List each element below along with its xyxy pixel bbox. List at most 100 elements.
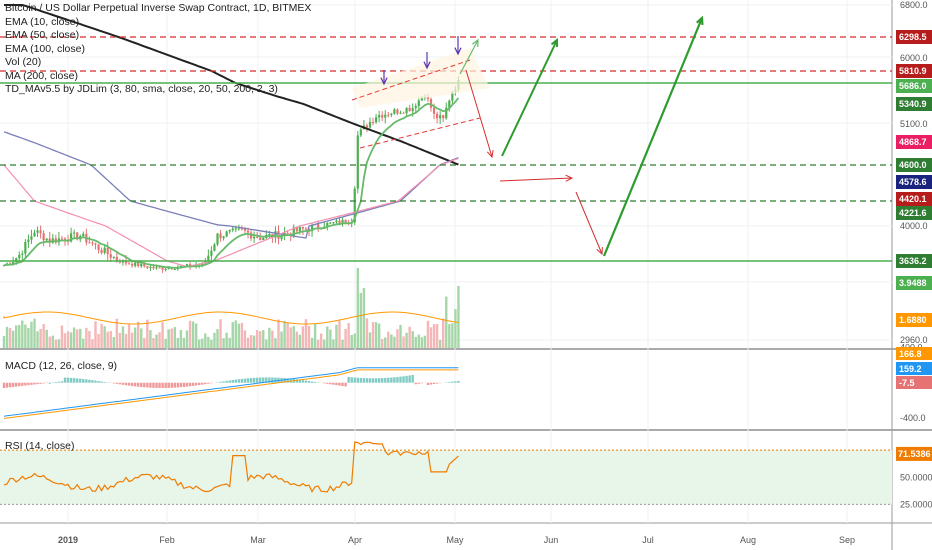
macd-hist-bar [307,380,311,383]
volume-bar [149,330,152,348]
volume-bar [295,331,298,348]
volume-bar [283,320,286,348]
candle-body [310,225,314,232]
rsi-tag [896,446,932,461]
candle-body [408,107,411,112]
volume-bar [188,320,192,348]
macd-hist-bar [66,377,70,383]
macd-hist-bar [368,378,372,383]
candle-body [420,97,423,101]
candle-body [359,129,362,136]
legend-td[interactable]: TD_MAv5.5 by JDLim (3, 80, sma, close, 2… [5,83,278,95]
volume-bar [103,326,106,348]
arrow-red-down-2-head [596,246,603,256]
macd-hist-bar [384,377,387,383]
volume-bar [146,319,149,348]
macd-hist-bar [130,382,134,387]
candle-body [396,109,399,114]
volume-bar [164,338,167,348]
volume-bar [76,329,79,348]
macd-hist-bar [194,382,198,386]
macd-hist-bar [411,374,414,383]
candle-body [127,263,131,265]
legend-ma200[interactable]: MA (200, close) [5,69,78,82]
legend-ema50[interactable]: EMA (50, close) [5,29,80,41]
legend-vol[interactable]: Vol (20) [5,56,42,68]
volume-bar [326,326,329,348]
volume-bar [399,324,402,348]
macd-signal-line [3,369,459,419]
rsi-title[interactable]: RSI (14, close) [5,440,75,452]
candle-body [246,230,250,233]
candle-body [341,219,344,224]
macd-tag [896,362,932,375]
volume-bar [274,338,277,348]
volume-bar [112,337,115,348]
macd-hist-bar [21,382,24,386]
volume-bar [170,328,173,348]
price-tag-label: 5810.9 [899,66,927,76]
candle-body [222,236,225,239]
volume-bar [316,339,320,348]
volume-bar [405,332,408,348]
candle-body [439,115,442,119]
macd-hist-bar [182,382,186,387]
volume-bar [243,330,247,348]
macd-hist-bar [60,381,64,383]
macd-hist-bar [286,378,289,383]
price-tag-label: 3.9488 [899,278,927,288]
macd-hist-bar [121,382,125,385]
macd-hist-bar [390,377,393,383]
volume-bar [69,332,73,348]
volume-bar [222,338,225,348]
legend-ema10[interactable]: EMA (10, close) [5,15,80,28]
volume-bar [228,337,231,348]
volume-bar [234,320,237,348]
volume-bar [133,327,137,348]
volume-bar [21,320,24,348]
volume-bar [191,321,195,348]
macd-hist-bar [112,382,115,384]
ema100-line [3,131,459,239]
candle-body [256,236,259,238]
candle-body [73,232,76,234]
candle-body [442,115,445,119]
volume-bar [323,339,326,348]
time-tick-label: Mar [250,535,266,545]
candle-body [91,242,94,244]
volume-bar [143,338,146,348]
volume-bar [289,327,292,348]
macd-hist-bar [137,382,140,387]
ema50-line [3,157,459,268]
macd-title[interactable]: MACD (12, 26, close, 9) [5,360,118,372]
legend-ema100[interactable]: EMA (100, close) [5,42,85,55]
price-tag [896,254,932,268]
volume-bar [88,331,91,348]
channel-upper [351,59,471,101]
candle-body [234,228,237,230]
candle-body [378,115,381,118]
macd-hist-bar [161,382,164,389]
macd-hist-bar [313,381,317,383]
macd-hist-bar [127,382,131,386]
volume-bar [277,319,280,348]
candle-body [317,224,320,228]
candle-body [381,115,384,118]
volume-bar [48,336,51,348]
price-tag-label: 4420.1 [899,194,927,204]
macd-hist-bar [381,378,384,383]
price-tag [896,79,932,93]
candle-body [27,239,30,242]
volume-bar [429,327,433,348]
candle-body [298,226,301,232]
volume-bar [320,333,323,348]
candle-body [140,263,143,267]
arrow-green-up [501,39,558,157]
arrow-green-up-2 [602,17,704,257]
volume-bar [240,322,244,348]
candle-body [185,264,189,266]
price-tag-label: 5340.9 [899,99,927,109]
candle-body [115,256,118,261]
arrow-green-up-head [550,37,559,48]
